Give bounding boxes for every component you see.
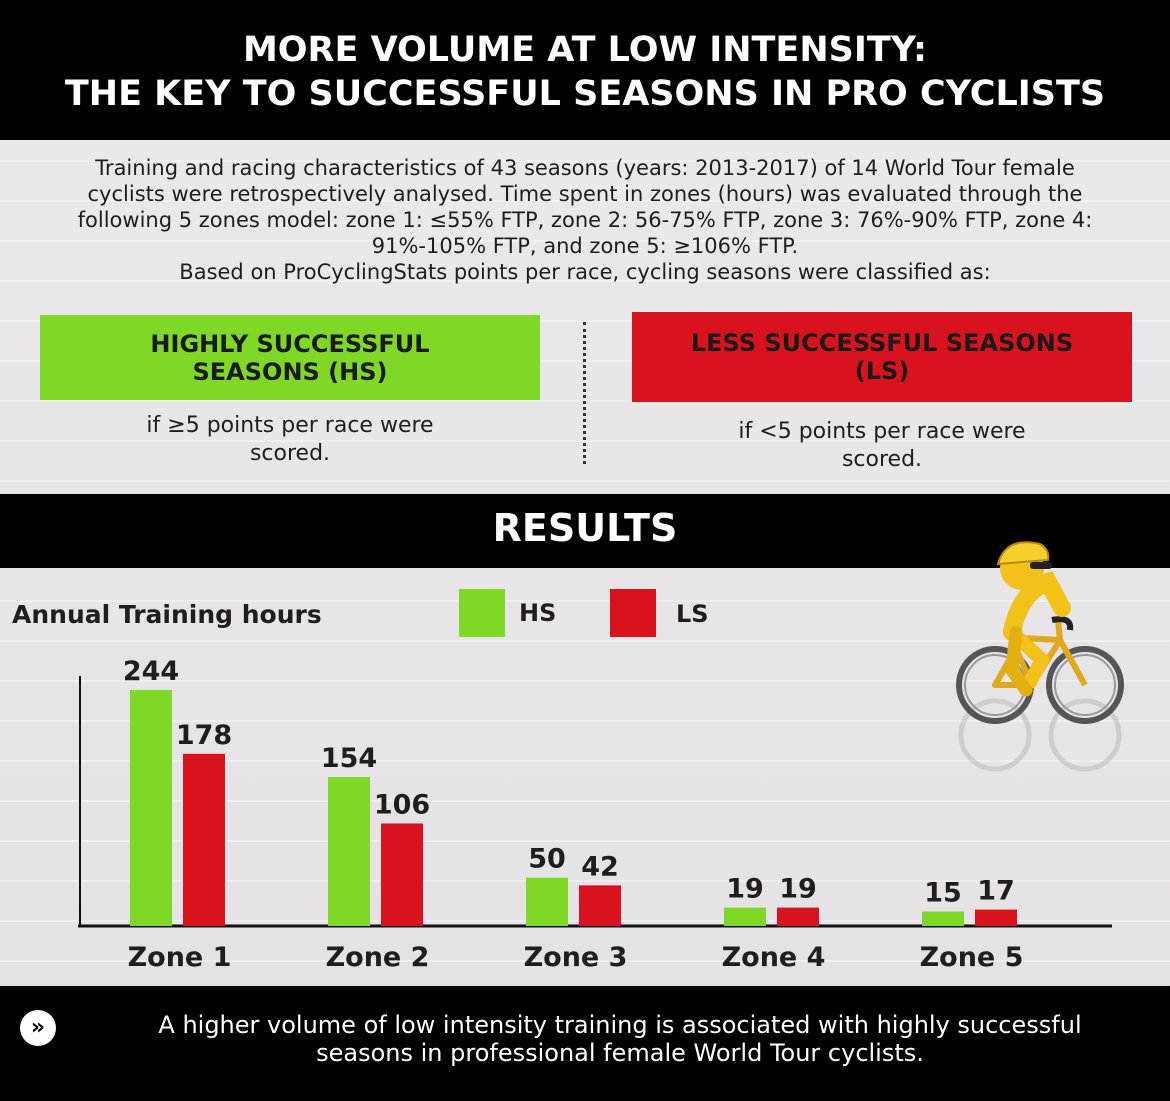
x-tick-label-4: Zone 4 (722, 942, 826, 973)
x-tick-label-1: Zone 1 (128, 942, 232, 973)
hs-label-line-1: HIGHLY SUCCESSFUL (150, 329, 430, 358)
results-band: RESULTS (0, 494, 1170, 568)
results-title: RESULTS (492, 506, 678, 550)
intro-line-4: 91%-105% FTP, and zone 5: ≥106% FTP. (371, 234, 799, 258)
legend-ls-label: LS (676, 600, 709, 628)
footer-text: A higher volume of low intensity trainin… (80, 1011, 1160, 1067)
intro-line-1: Training and racing characteristics of 4… (95, 156, 1075, 180)
x-tick-label-5: Zone 5 (920, 942, 1024, 973)
data-label-hs-2: 154 (321, 743, 377, 774)
bar-chart: 244 178 Zone 1 154 106 Zone 2 50 42 Zone 3 19 19 Zo… (78, 656, 1112, 973)
ls-cond-line-1: if <5 points per race were (738, 419, 1026, 444)
intro-text: Training and racing characteristics of 4… (10, 155, 1160, 285)
ls-class-box: LESS SUCCESSFUL SEASONS (LS) (632, 312, 1132, 402)
hs-condition: if ≥5 points per race were scored. (40, 412, 540, 468)
intro-line-2: cyclists were retrospectively analysed. … (87, 182, 1083, 206)
hs-cond-line-2: scored. (249, 441, 331, 466)
footer-line-1: A higher volume of low intensity trainin… (158, 1011, 1082, 1039)
data-label-hs-4: 19 (726, 874, 764, 905)
bar-ls-3 (579, 885, 621, 926)
data-label-ls-1: 178 (176, 720, 232, 751)
footer-band (0, 986, 1170, 1101)
legend-hs-label: HS (519, 599, 557, 627)
dotted-divider (583, 322, 586, 464)
legend-hs-swatch (459, 589, 505, 637)
x-tick-label-3: Zone 3 (524, 942, 628, 973)
double-chevron-right-icon: » (20, 1010, 56, 1046)
title-line-1: MORE VOLUME AT LOW INTENSITY: (242, 30, 928, 70)
ls-cond-line-2: scored. (841, 447, 923, 472)
data-label-ls-5: 17 (977, 876, 1015, 907)
bar-hs-3 (526, 877, 568, 926)
data-label-ls-2: 106 (374, 789, 430, 820)
intro-line-3: following 5 zones model: zone 1: ≤55% FT… (77, 208, 1093, 232)
ls-label-line-2: (LS) (854, 357, 910, 385)
title-band: MORE VOLUME AT LOW INTENSITY: THE KEY TO… (0, 0, 1170, 140)
cyclist-icon (956, 541, 1124, 772)
legend-ls-swatch (610, 589, 656, 637)
footer-line-2: seasons in professional female World Tou… (316, 1039, 924, 1067)
intro-line-5: Based on ProCyclingStats points per race… (179, 260, 991, 284)
ls-condition: if <5 points per race were scored. (632, 418, 1132, 474)
hs-cond-line-1: if ≥5 points per race were (146, 413, 434, 438)
bar-hs-5 (922, 911, 964, 926)
bar-ls-5 (975, 909, 1017, 926)
title-line-2: THE KEY TO SUCCESSFUL SEASONS IN PRO CYC… (64, 74, 1106, 114)
bar-hs-1 (130, 690, 172, 926)
bar-ls-2 (381, 823, 423, 926)
data-label-hs-3: 50 (528, 844, 566, 875)
x-tick-label-2: Zone 2 (326, 942, 430, 973)
data-label-hs-5: 15 (924, 877, 962, 908)
bar-ls-1 (183, 753, 225, 926)
y-axis-label: Annual Training hours (12, 600, 322, 629)
data-label-hs-1: 244 (123, 656, 179, 687)
bar-hs-2 (328, 777, 370, 926)
hs-label-line-2: SEASONS (HS) (192, 357, 388, 386)
data-label-ls-3: 42 (581, 851, 619, 882)
hs-class-box: HIGHLY SUCCESSFUL SEASONS (HS) (40, 315, 540, 400)
bar-hs-4 (724, 907, 766, 926)
data-label-ls-4: 19 (779, 874, 817, 905)
bar-ls-4 (777, 907, 819, 926)
ls-label-line-1: LESS SUCCESSFUL SEASONS (690, 329, 1074, 357)
